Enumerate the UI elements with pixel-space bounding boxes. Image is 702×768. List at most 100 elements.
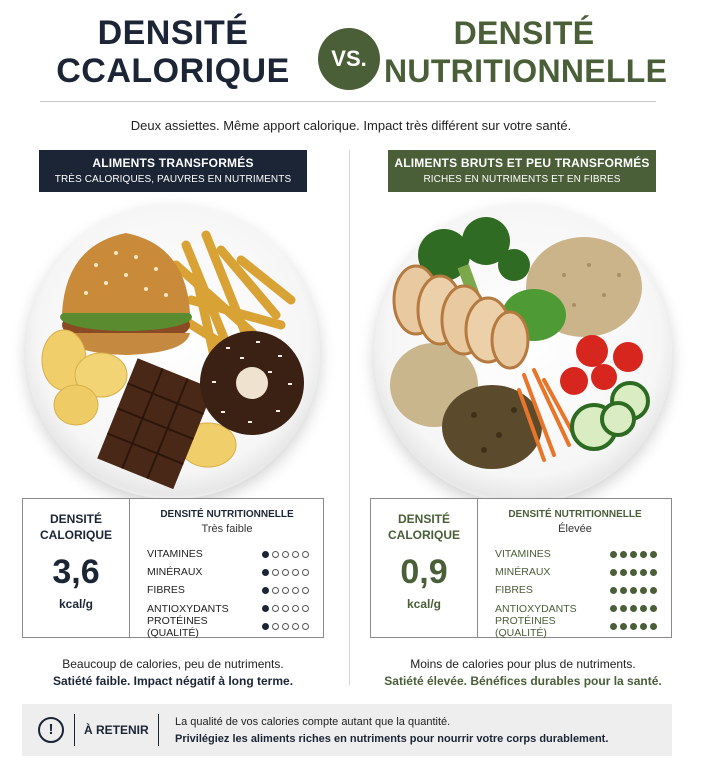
rating-dot-empty xyxy=(282,568,289,576)
nutrient-row: MINÉRAUX xyxy=(479,563,671,581)
exclamation-circle-icon: ! xyxy=(38,717,64,743)
caloric-density-value: 0,9 xyxy=(400,553,448,591)
nutrition-card-processed: DENSITÉ CALORIQUE 3,6 kcal/g DENSITÉ NUT… xyxy=(22,498,324,639)
caloric-density-unit: kcal/g xyxy=(58,597,94,611)
nutrient-row: PROTÉINES (QUALITÉ) xyxy=(131,615,323,639)
header: DENSITÉ CCALORIQUE VS. DENSITÉ NUTRITION… xyxy=(0,0,702,100)
banner-whole-foods: ALIMENTS BRUTS ET PEU TRANSFORMÉS RICHES… xyxy=(388,150,656,192)
rating-dot-filled xyxy=(610,586,617,594)
rating-dot-filled xyxy=(610,605,617,613)
rating-dots xyxy=(610,605,657,613)
footer-separator xyxy=(158,714,159,746)
banner-title: ALIMENTS BRUTS ET PEU TRANSFORMÉS xyxy=(394,156,650,170)
rating-dot-filled xyxy=(262,550,269,558)
rating-dots xyxy=(262,605,309,613)
caloric-label-line1: DENSITÉ xyxy=(49,512,102,526)
rating-dot-filled xyxy=(610,623,617,631)
caloric-density-unit: kcal/g xyxy=(406,597,442,611)
rating-dot-filled xyxy=(610,568,617,576)
caloric-label-line2: CALORIQUE xyxy=(388,528,460,542)
nutrient-label: FIBRES xyxy=(495,584,533,597)
rating-dot-filled xyxy=(640,568,647,576)
banner-processed-foods: ALIMENTS TRANSFORMÉS TRÈS CALORIQUES, PA… xyxy=(39,150,307,192)
processed-food-illustration xyxy=(41,230,304,490)
rating-dot-filled xyxy=(650,623,657,631)
rating-dot-filled xyxy=(650,586,657,594)
key-takeaway-box: ! À RETENIR La qualité de vos calories c… xyxy=(22,704,672,756)
rating-dot-empty xyxy=(272,623,279,631)
rating-dot-empty xyxy=(272,605,279,613)
rating-dots xyxy=(610,568,657,576)
title-right-line1: DENSITÉ xyxy=(453,15,595,51)
rating-dot-filled xyxy=(630,623,637,631)
rating-dot-empty xyxy=(302,568,309,576)
rating-dot-empty xyxy=(292,605,299,613)
nutrient-label: VITAMINES xyxy=(147,548,203,561)
rating-dot-empty xyxy=(282,605,289,613)
title-right-line2: NUTRITIONNELLE xyxy=(384,53,668,89)
summary-line2: Satiété faible. Impact négatif à long te… xyxy=(52,674,294,688)
rating-dot-filled xyxy=(630,586,637,594)
rating-dot-empty xyxy=(282,550,289,558)
rating-dot-filled xyxy=(620,586,627,594)
rating-dot-filled xyxy=(620,568,627,576)
caloric-density-box: DENSITÉ CALORIQUE 0,9 kcal/g xyxy=(371,499,478,637)
title-nutrient-density: DENSITÉ NUTRITIONNELLE xyxy=(384,14,668,90)
rating-dots xyxy=(610,586,657,594)
banner-subtitle: TRÈS CALORIQUES, PAUVRES EN NUTRIMENTS xyxy=(54,174,292,185)
vs-badge: VS. xyxy=(318,28,380,90)
rating-dot-filled xyxy=(262,623,269,631)
nutrient-row: MINÉRAUX xyxy=(131,563,323,581)
rating-dot-filled xyxy=(630,568,637,576)
rating-dot-filled xyxy=(610,550,617,558)
rating-dot-filled xyxy=(620,605,627,613)
header-divider xyxy=(40,101,656,102)
rating-dot-empty xyxy=(292,568,299,576)
rating-dot-filled xyxy=(620,623,627,631)
nutrition-card-whole: DENSITÉ CALORIQUE 0,9 kcal/g DENSITÉ NUT… xyxy=(370,498,672,639)
rating-dot-filled xyxy=(630,605,637,613)
takeaway-text-line2: Privilégiez les aliments riches en nutri… xyxy=(175,733,609,745)
rating-dot-empty xyxy=(302,623,309,631)
rating-dots xyxy=(610,550,657,558)
nutrient-row: ANTIOXYDANTS xyxy=(479,600,671,618)
rating-dot-filled xyxy=(650,605,657,613)
nutrient-density-box: DENSITÉ NUTRITIONNELLE Très faible VITAM… xyxy=(131,499,323,639)
rating-dot-filled xyxy=(262,586,269,594)
nutrient-density-level: Très faible xyxy=(201,523,253,535)
nutrient-row: FIBRES xyxy=(131,581,323,599)
summary-processed: Beaucoup de calories, peu de nutriments.… xyxy=(13,656,333,690)
caloric-label-line1: DENSITÉ xyxy=(397,512,450,526)
rating-dot-empty xyxy=(302,605,309,613)
title-left-line1: DENSITÉ xyxy=(97,14,249,52)
footer-separator xyxy=(74,714,75,746)
rating-dot-filled xyxy=(640,550,647,558)
rating-dot-filled xyxy=(262,568,269,576)
rating-dot-empty xyxy=(272,568,279,576)
caloric-density-label: DENSITÉ CALORIQUE xyxy=(371,511,477,543)
rating-dot-filled xyxy=(640,605,647,613)
whole-food-illustration xyxy=(390,217,650,469)
whole-food-plate-image xyxy=(374,205,672,503)
rating-dot-empty xyxy=(292,586,299,594)
nutrient-label: PROTÉINES (QUALITÉ) xyxy=(495,614,556,639)
rating-dots xyxy=(262,586,309,594)
rating-dots xyxy=(610,623,657,631)
rating-dot-filled xyxy=(640,623,647,631)
caloric-density-box: DENSITÉ CALORIQUE 3,6 kcal/g xyxy=(23,499,130,637)
subtitle: Deux assiettes. Même apport calorique. I… xyxy=(130,118,572,133)
rating-dot-filled xyxy=(262,605,269,613)
title-caloric-density: DENSITÉ CCALORIQUE xyxy=(38,14,308,90)
summary-whole: Moins de calories pour plus de nutriment… xyxy=(363,656,683,690)
banner-subtitle: RICHES EN NUTRIMENTS ET EN FIBRES xyxy=(423,174,621,185)
caloric-label-line2: CALORIQUE xyxy=(40,528,112,542)
summary-line1: Beaucoup de calories, peu de nutriments. xyxy=(62,657,284,671)
rating-dot-empty xyxy=(272,550,279,558)
banner-title: ALIMENTS TRANSFORMÉS xyxy=(92,156,254,170)
caloric-density-label: DENSITÉ CALORIQUE xyxy=(23,511,129,543)
rating-dot-empty xyxy=(292,550,299,558)
rating-dot-filled xyxy=(630,550,637,558)
rating-dot-empty xyxy=(282,586,289,594)
nutrient-label: MINÉRAUX xyxy=(495,566,551,579)
nutrient-row: PROTÉINES (QUALITÉ) xyxy=(479,614,671,639)
